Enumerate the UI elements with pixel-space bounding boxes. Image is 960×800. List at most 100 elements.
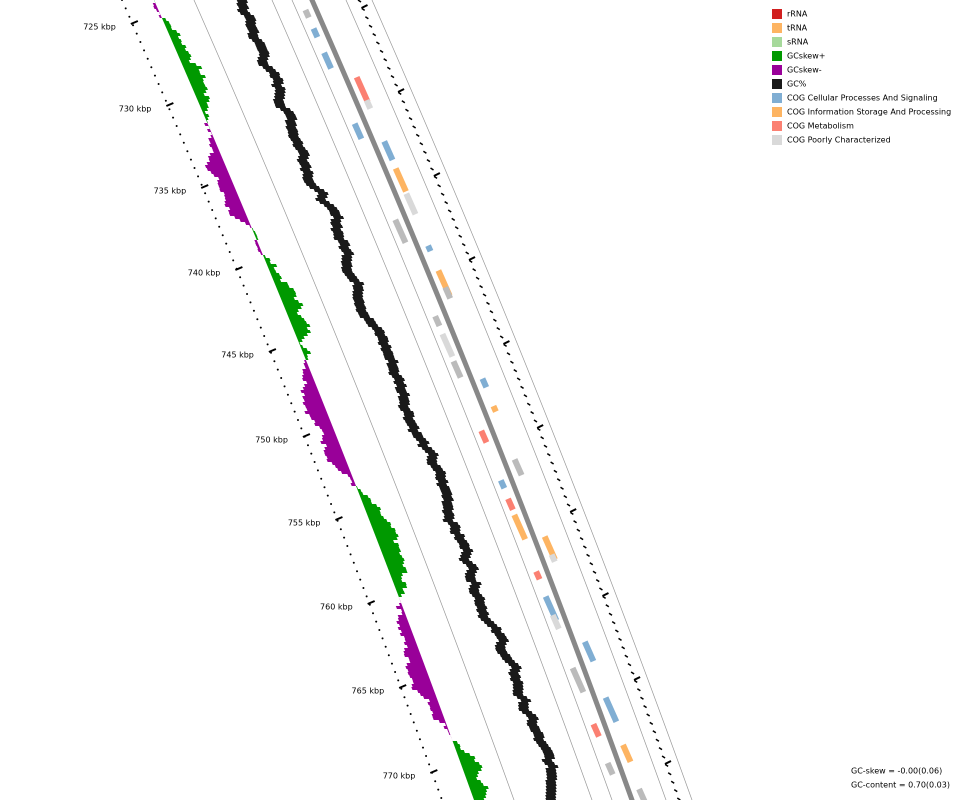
gc-content bbox=[292, 144, 304, 147]
gc-content bbox=[284, 120, 296, 123]
ruler-dot bbox=[207, 200, 210, 203]
outer-tick bbox=[408, 116, 413, 121]
outer-tick bbox=[530, 410, 535, 415]
outer-tick bbox=[520, 385, 524, 390]
gc-content bbox=[340, 261, 352, 264]
gc-skew bbox=[399, 633, 414, 636]
gc-skew bbox=[397, 618, 408, 621]
outer-tick bbox=[636, 688, 641, 692]
gc-skew bbox=[466, 780, 482, 783]
gc-skew bbox=[334, 465, 349, 468]
gc-content bbox=[371, 327, 383, 330]
gc-content bbox=[332, 231, 344, 234]
gc-skew bbox=[403, 651, 421, 654]
ruler-dot bbox=[356, 570, 359, 573]
gc-skew bbox=[385, 561, 405, 564]
gc-content bbox=[316, 195, 328, 198]
gc-skew bbox=[411, 684, 433, 687]
outer-tick bbox=[556, 478, 561, 482]
gc-content bbox=[545, 786, 557, 789]
track-line bbox=[371, 0, 693, 800]
gc-skew bbox=[269, 270, 277, 273]
gc-skew bbox=[324, 453, 345, 456]
gc-skew bbox=[288, 318, 305, 321]
gc-content bbox=[449, 525, 461, 528]
gc-skew bbox=[224, 201, 242, 204]
gc-content bbox=[458, 558, 470, 561]
gc-content bbox=[257, 57, 269, 60]
gc-content bbox=[352, 297, 364, 300]
gc-content bbox=[533, 738, 545, 741]
gc-skew bbox=[286, 312, 298, 315]
gc-content bbox=[442, 519, 454, 522]
ruler-dot bbox=[193, 167, 196, 169]
feature bbox=[549, 613, 562, 631]
gc-skew bbox=[285, 309, 299, 312]
gc-content bbox=[406, 423, 418, 426]
legend-label: GCskew+ bbox=[787, 52, 825, 61]
gc-skew bbox=[249, 225, 252, 228]
gc-skew bbox=[199, 105, 209, 108]
legend-label: sRNA bbox=[787, 38, 809, 47]
gc-skew bbox=[282, 303, 304, 306]
gc-content bbox=[449, 528, 461, 531]
gc-skew bbox=[454, 747, 461, 750]
outer-tick bbox=[454, 226, 459, 230]
ruler-dot bbox=[186, 150, 189, 153]
gc-content bbox=[476, 606, 488, 609]
gc-skew bbox=[169, 36, 180, 39]
ruler-major-tick bbox=[200, 184, 209, 189]
ruler-dot bbox=[286, 393, 289, 396]
ruler-dot bbox=[415, 729, 418, 732]
gc-content bbox=[426, 456, 438, 459]
gc-skew bbox=[366, 513, 382, 516]
gc-skew bbox=[184, 69, 200, 72]
gc-skew bbox=[464, 774, 479, 777]
gc-skew bbox=[403, 642, 417, 645]
gc-skew bbox=[379, 546, 400, 549]
gc-skew bbox=[325, 444, 341, 447]
ruler-dot bbox=[352, 561, 355, 564]
ruler-dot bbox=[263, 335, 266, 337]
gc-skew bbox=[395, 588, 404, 591]
gc-content bbox=[236, 0, 249, 3]
gc-skew bbox=[404, 639, 416, 642]
feature bbox=[439, 332, 456, 358]
gc-content bbox=[365, 321, 377, 324]
gc-skew bbox=[300, 390, 320, 393]
gc-skew bbox=[378, 543, 400, 546]
gc-skew bbox=[406, 663, 425, 666]
gc-content bbox=[418, 441, 430, 444]
gc-content bbox=[298, 153, 311, 156]
gc-content bbox=[466, 570, 478, 573]
gc-skew bbox=[265, 261, 271, 264]
ruler-dot bbox=[293, 410, 296, 413]
gc-content bbox=[402, 417, 414, 420]
gc-content bbox=[510, 666, 522, 669]
gc-skew bbox=[304, 366, 310, 369]
gc-content bbox=[247, 33, 259, 36]
outer-tick bbox=[618, 637, 622, 642]
ruler-dot bbox=[228, 251, 231, 253]
gc-content bbox=[459, 546, 471, 549]
ruler-dot bbox=[135, 32, 138, 35]
gc-content bbox=[545, 789, 557, 792]
ruler-dot bbox=[359, 578, 362, 581]
ruler-dot bbox=[333, 511, 336, 514]
gc-content bbox=[442, 504, 454, 507]
gc-skew bbox=[427, 702, 440, 705]
feature bbox=[590, 722, 602, 738]
gc-skew bbox=[298, 342, 301, 345]
gc-skew bbox=[301, 348, 308, 351]
legend-swatch bbox=[772, 79, 782, 89]
outer-tick bbox=[599, 587, 603, 591]
legend-label: COG Cellular Processes And Signaling bbox=[787, 94, 938, 103]
gc-content bbox=[247, 36, 260, 39]
gc-skew bbox=[210, 171, 230, 174]
gc-content bbox=[397, 405, 409, 408]
gc-content bbox=[517, 702, 530, 705]
outer-major-tick bbox=[602, 592, 609, 597]
gc-content bbox=[357, 312, 369, 315]
feature bbox=[511, 458, 525, 477]
outer-tick bbox=[533, 419, 538, 423]
